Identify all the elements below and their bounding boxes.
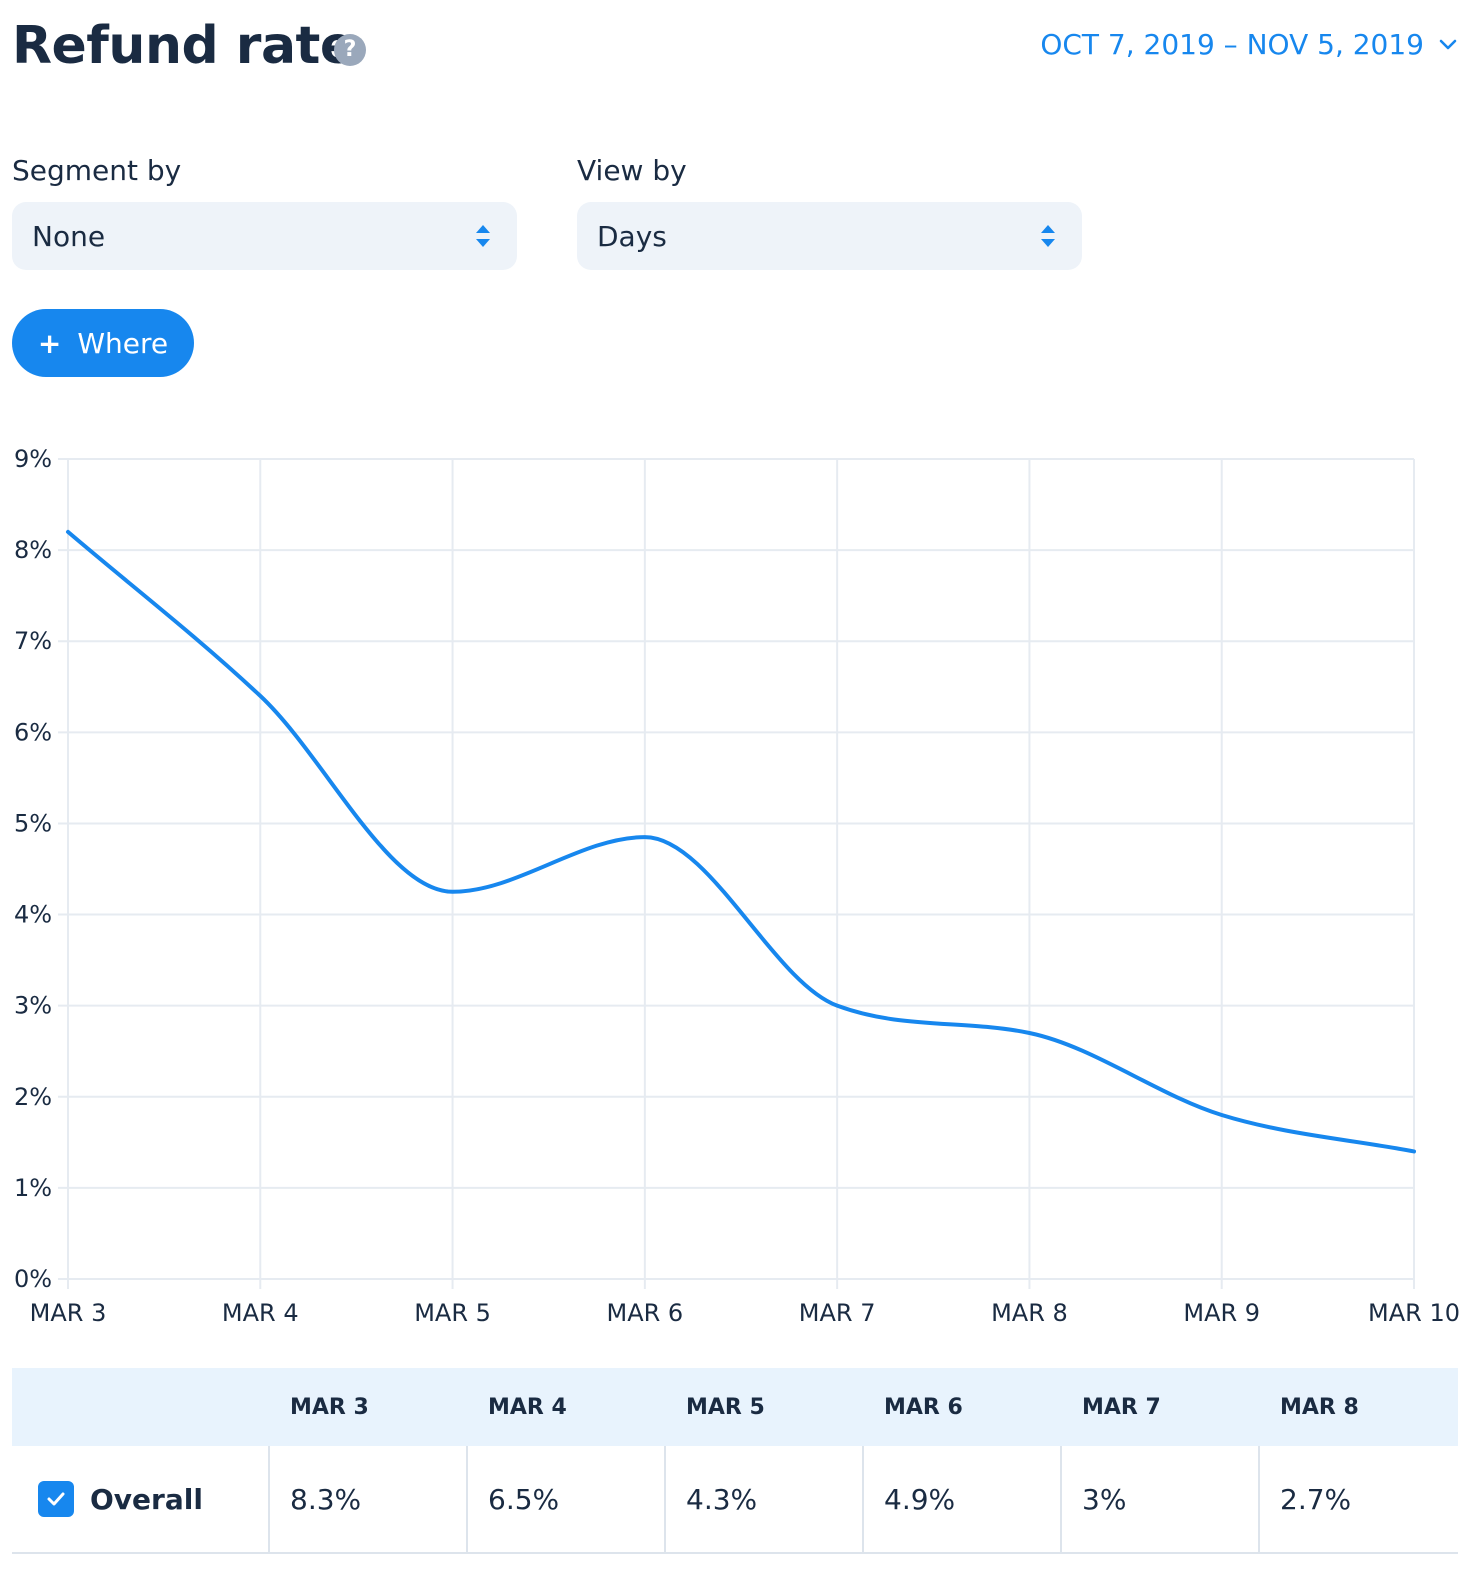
y-tick-label: 5% bbox=[14, 809, 52, 837]
segment-by-select[interactable]: None bbox=[12, 202, 517, 270]
table-cell: 3% bbox=[1060, 1446, 1258, 1552]
series-line bbox=[66, 529, 1416, 1154]
where-button-label: Where bbox=[77, 326, 169, 360]
table-header-cell: MAR 7 bbox=[1060, 1368, 1258, 1446]
updown-arrows-icon bbox=[476, 225, 490, 247]
chevron-down-icon bbox=[1439, 39, 1457, 49]
x-tick-label: MAR 9 bbox=[1183, 1299, 1260, 1327]
segment-by-label: Segment by bbox=[12, 154, 182, 187]
y-tick-label: 8% bbox=[14, 536, 52, 564]
view-by-value: Days bbox=[597, 219, 667, 253]
x-tick-label: MAR 7 bbox=[799, 1299, 876, 1327]
table-header-empty bbox=[12, 1368, 268, 1446]
segment-by-value: None bbox=[32, 219, 106, 253]
view-by-select[interactable]: Days bbox=[577, 202, 1082, 270]
date-range-picker[interactable]: OCT 7, 2019 – NOV 5, 2019 bbox=[1040, 28, 1458, 61]
y-tick-label: 9% bbox=[14, 445, 52, 473]
y-tick-label: 4% bbox=[14, 901, 52, 929]
x-tick-label: MAR 10 bbox=[1368, 1299, 1460, 1327]
y-tick-label: 1% bbox=[14, 1174, 52, 1202]
x-tick-label: MAR 4 bbox=[222, 1299, 299, 1327]
y-tick-label: 0% bbox=[14, 1265, 52, 1293]
add-where-filter-button[interactable]: + Where bbox=[12, 309, 194, 377]
x-tick-label: MAR 5 bbox=[414, 1299, 491, 1327]
row-label: Overall bbox=[90, 1482, 203, 1516]
row-label-cell: Overall bbox=[12, 1446, 268, 1552]
table-header-cell: MAR 5 bbox=[664, 1368, 862, 1446]
x-tick-label: MAR 3 bbox=[30, 1299, 107, 1327]
y-tick-label: 2% bbox=[14, 1083, 52, 1111]
question-icon[interactable]: ? bbox=[334, 34, 366, 66]
table-cell: 2.7% bbox=[1258, 1446, 1456, 1552]
plus-icon: + bbox=[37, 326, 62, 360]
page-title: Refund rate bbox=[12, 16, 355, 76]
table-header-cell: MAR 8 bbox=[1258, 1368, 1456, 1446]
check-icon bbox=[47, 1492, 65, 1506]
table-header-row: MAR 3 MAR 4 MAR 5 MAR 6 MAR 7 MAR 8 bbox=[12, 1368, 1458, 1446]
table-header-cell: MAR 6 bbox=[862, 1368, 1060, 1446]
y-tick-label: 6% bbox=[14, 718, 52, 746]
table-cell: 4.3% bbox=[664, 1446, 862, 1552]
y-tick-label: 3% bbox=[14, 992, 52, 1020]
table-cell: 8.3% bbox=[268, 1446, 466, 1552]
x-tick-label: MAR 8 bbox=[991, 1299, 1068, 1327]
y-tick-label: 7% bbox=[14, 627, 52, 655]
table-cell: 6.5% bbox=[466, 1446, 664, 1552]
overall-checkbox[interactable] bbox=[38, 1481, 74, 1517]
refund-rate-line-chart: 0% 1% 2% 3% 4% 5% 6% 7% 8% 9% MAR 3 MAR 4 MAR 5 MAR 6… bbox=[14, 445, 1460, 1327]
table-header-cell: MAR 4 bbox=[466, 1368, 664, 1446]
date-range-label: OCT 7, 2019 – NOV 5, 2019 bbox=[1040, 28, 1424, 61]
view-by-label: View by bbox=[577, 154, 687, 187]
updown-arrows-icon bbox=[1041, 225, 1055, 247]
data-table: MAR 3 MAR 4 MAR 5 MAR 6 MAR 7 MAR 8 Over… bbox=[12, 1368, 1458, 1554]
table-cell: 4.9% bbox=[862, 1446, 1060, 1552]
table-header-cell: MAR 3 bbox=[268, 1368, 466, 1446]
x-tick-label: MAR 6 bbox=[607, 1299, 684, 1327]
table-row: Overall 8.3% 6.5% 4.3% 4.9% 3% 2.7% bbox=[12, 1446, 1458, 1554]
